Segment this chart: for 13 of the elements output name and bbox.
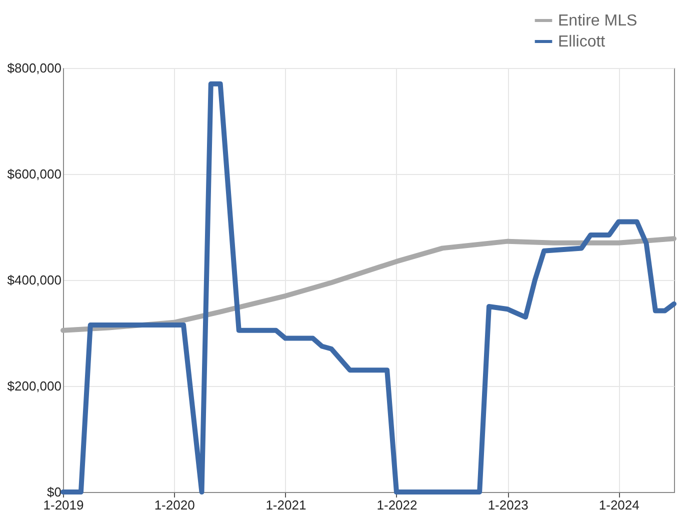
y-tick-label: $400,000 (7, 272, 62, 288)
y-tick-label: $0 (47, 484, 62, 500)
y-tick-label: $800,000 (7, 60, 62, 76)
x-tick-label: 1-2024 (598, 498, 640, 512)
legend-label: Entire MLS (558, 12, 638, 30)
x-tick-label: 1-2022 (376, 498, 418, 512)
x-tick-label: 1-2023 (488, 498, 528, 512)
legend-label: Ellicott (558, 34, 606, 50)
x-tick-label: 1-2021 (266, 498, 306, 512)
y-tick-label: $600,000 (7, 166, 62, 182)
x-tick-label: 1-2020 (154, 498, 195, 512)
x-tick-label: 1-2019 (43, 498, 84, 512)
y-tick-label: $200,000 (7, 378, 62, 394)
